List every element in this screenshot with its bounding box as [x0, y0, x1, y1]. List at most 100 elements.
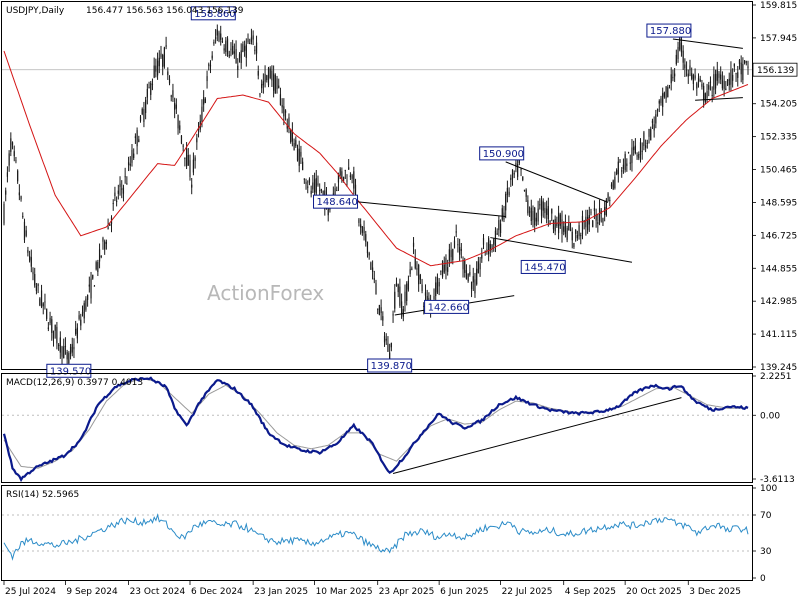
moving-average-line: [3, 50, 749, 267]
candle-body: [371, 267, 374, 272]
x-tick-label: 22 Jul 2025: [502, 587, 553, 597]
candle-body: [694, 75, 696, 79]
price-y-tick-label: 148.595: [760, 198, 797, 208]
candle-body: [105, 242, 107, 244]
candle-body: [397, 284, 399, 293]
candle-body: [585, 216, 587, 228]
candle-body: [561, 219, 563, 234]
candle-body: [706, 91, 708, 98]
candle-body: [363, 226, 365, 234]
candle-body: [244, 46, 246, 51]
last-price-box: [752, 62, 798, 77]
candle-body: [291, 130, 293, 142]
candle-body: [155, 65, 157, 72]
candle-body: [520, 168, 522, 170]
candle-body: [342, 176, 345, 181]
candle-body: [677, 46, 679, 59]
candle-body: [3, 204, 5, 224]
candle-body: [554, 218, 556, 232]
candle-body: [387, 343, 389, 352]
candle-body: [23, 221, 26, 240]
candle-body: [392, 314, 394, 316]
candle-body: [716, 69, 718, 81]
candle-body: [35, 285, 38, 291]
candle-body: [450, 250, 452, 258]
candle-body: [83, 303, 85, 319]
candle-body: [609, 200, 611, 202]
price-y-tick-label: 144.855: [760, 264, 797, 274]
candle-body: [650, 129, 652, 141]
candle-body: [517, 164, 519, 177]
candle-body: [354, 184, 357, 202]
candle-body: [383, 336, 386, 343]
candle-body: [656, 109, 659, 111]
candle-body: [124, 176, 126, 178]
candle-body: [349, 175, 352, 178]
candle-body: [455, 231, 457, 233]
candle-body: [564, 221, 567, 234]
candle-body: [78, 315, 80, 319]
candle-body: [488, 238, 490, 255]
candle-body: [380, 307, 382, 314]
candle-body: [648, 128, 650, 137]
candle-body: [278, 85, 280, 89]
candle-body: [305, 181, 307, 185]
macd-line: [2, 376, 749, 483]
price-label-box: [190, 6, 236, 21]
candle-body: [740, 62, 742, 75]
candle-body: [360, 224, 362, 228]
candle-body: [5, 190, 7, 195]
candle-body: [194, 157, 196, 161]
candle-body: [414, 256, 416, 269]
candle-body: [341, 171, 343, 181]
candle-body: [221, 41, 224, 43]
candle-body: [264, 73, 266, 82]
rsi-y-tick-label: 100: [760, 484, 777, 494]
candle-body: [699, 79, 701, 82]
candle-body: [58, 344, 60, 346]
candle-body: [477, 261, 479, 274]
candle-body: [721, 79, 724, 89]
macd-panel: 2.2251 0.00 -3.6113 MACD(12,26,9) 0.3977 0…: [1, 372, 795, 485]
candle-body: [703, 85, 705, 101]
candle-body: [467, 273, 469, 282]
candle-body: [11, 142, 14, 145]
candle-body: [346, 180, 348, 182]
candle-body: [18, 192, 20, 196]
rsi-line: [3, 513, 749, 561]
last-price-badge: 156.139: [752, 62, 798, 77]
trendline: [695, 97, 743, 101]
candle-body: [639, 142, 642, 155]
candle-body: [284, 110, 287, 113]
macd-y-tick-label: 2.2251: [760, 372, 792, 382]
candle-body: [726, 79, 729, 81]
candle-body: [204, 98, 206, 103]
candle-body: [283, 106, 285, 117]
x-tick-label: 25 Jul 2024: [5, 587, 56, 597]
trendline: [505, 161, 609, 203]
candle-body: [679, 37, 681, 50]
candle-body: [513, 173, 515, 175]
candle-body: [556, 222, 558, 226]
candle-body: [418, 264, 420, 285]
candle-body: [400, 301, 403, 314]
candle-body: [366, 241, 369, 254]
macd-trendline: [392, 397, 682, 474]
candle-body: [559, 214, 561, 226]
candle-body: [470, 282, 473, 290]
candle-body: [238, 54, 241, 58]
rsi-grid: [2, 514, 752, 552]
candle-body: [597, 222, 599, 224]
candle-body: [93, 285, 96, 287]
candle-body: [622, 164, 625, 169]
candle-body: [348, 167, 350, 170]
candle-body: [64, 345, 67, 347]
price-label-text: 157.880: [650, 26, 691, 37]
candle-body: [448, 249, 450, 261]
candle-body: [680, 42, 683, 53]
candle-body: [85, 298, 87, 310]
candle-body: [196, 138, 198, 143]
candle-body: [481, 254, 483, 259]
candle-body: [184, 157, 186, 160]
